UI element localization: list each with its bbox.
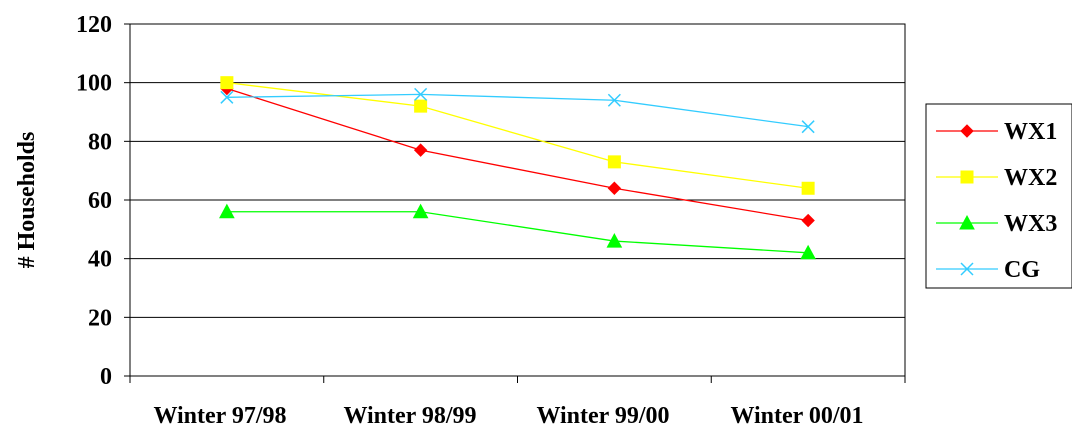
y-tick-label: 60 (88, 188, 112, 214)
data-series (219, 76, 816, 260)
legend-label: WX3 (1004, 211, 1057, 237)
series-line (226, 211, 809, 254)
y-tick-label: 20 (88, 305, 112, 331)
y-tick-label: 40 (88, 247, 112, 273)
y-axis-title: # Households (14, 132, 40, 269)
y-tick-label: 80 (88, 129, 112, 155)
legend-swatch-marker (960, 262, 974, 276)
data-point (414, 87, 428, 101)
series-wx2 (220, 76, 815, 195)
data-point (607, 93, 621, 107)
legend-label: CG (1004, 257, 1040, 283)
data-point (219, 203, 235, 219)
series-line (226, 82, 809, 189)
series-cg (220, 87, 815, 134)
legend: WX1 WX2 WX3 CG (925, 103, 1072, 289)
series-line (226, 87, 809, 222)
data-point (606, 233, 623, 248)
legend-swatch-marker (959, 214, 975, 230)
x-category-label: Winter 97/98 (153, 403, 286, 429)
data-point (220, 90, 234, 104)
legend-item-wx1: WX1 (936, 119, 1057, 145)
legend-box (925, 103, 1072, 289)
series-line (226, 93, 809, 128)
data-point (801, 181, 815, 195)
legend-item-cg: CG (936, 257, 1040, 283)
legend-item-wx3: WX3 (936, 211, 1057, 237)
data-point (414, 99, 428, 113)
x-category-label: Winter 98/99 (343, 403, 476, 429)
legend-label: WX1 (1004, 119, 1057, 145)
data-point (607, 155, 621, 169)
axes: 0 20 40 60 80 100 120 Winter 97/98 Winter 98/99 W… (76, 12, 906, 429)
data-point (800, 244, 816, 260)
gridlines (130, 82, 905, 318)
y-tick-label: 0 (100, 364, 112, 390)
data-point (413, 143, 428, 157)
legend-item-wx2: WX2 (936, 165, 1057, 191)
series-wx1 (220, 81, 815, 228)
x-category-label: Winter 99/00 (536, 403, 669, 429)
data-point (220, 76, 234, 90)
legend-label: WX2 (1004, 165, 1057, 191)
legend-swatch-marker (960, 124, 974, 138)
x-category-label: Winter 00/01 (730, 403, 863, 429)
data-point (801, 120, 815, 134)
y-tick-label: 100 (76, 71, 112, 97)
series-wx3 (219, 203, 816, 260)
legend-swatch-marker (960, 170, 974, 184)
y-tick-label: 120 (76, 12, 112, 38)
data-point (801, 213, 815, 228)
data-point (607, 181, 622, 195)
data-point (412, 203, 429, 219)
